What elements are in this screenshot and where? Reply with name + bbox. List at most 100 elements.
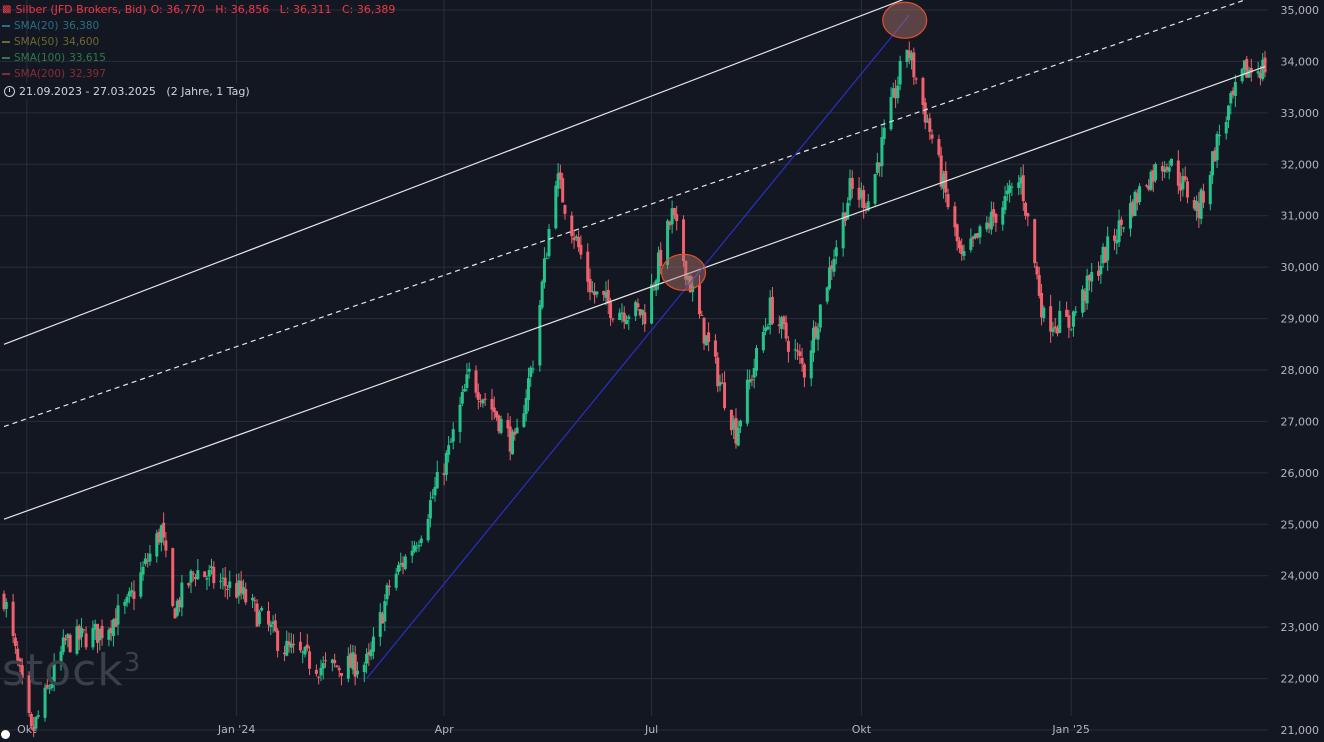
candle-body — [178, 599, 182, 608]
candle-body — [764, 327, 768, 332]
candle-body — [495, 411, 499, 418]
candle-body — [830, 265, 834, 269]
candle-body — [1083, 291, 1087, 302]
candle-body — [750, 379, 754, 381]
price-tick-label: 22,000 — [1281, 673, 1320, 686]
date-range[interactable]: 21.09.2023 - 27.03.2025 (2 Jahre, 1 Tag) — [2, 83, 254, 99]
candle-body — [333, 659, 337, 664]
candle-body — [383, 601, 387, 622]
candle-body — [1008, 185, 1012, 193]
candle-body — [1233, 81, 1237, 96]
candle-body — [1037, 274, 1041, 296]
candle-body — [385, 585, 389, 600]
candle-body — [29, 714, 33, 727]
candle-body — [335, 665, 339, 667]
candle-body — [276, 630, 280, 651]
candle-body — [1176, 160, 1180, 186]
candle-body — [1242, 60, 1246, 70]
candle-body — [228, 581, 232, 588]
candle-body — [417, 545, 421, 547]
candle-body — [561, 178, 565, 203]
candle-body — [538, 305, 542, 366]
candle-body — [627, 316, 631, 319]
candle-body — [1144, 185, 1148, 187]
candle-body — [643, 312, 647, 325]
candle-body — [739, 420, 743, 427]
candle-body — [784, 322, 788, 339]
candle-body — [107, 629, 111, 640]
candle-body — [447, 445, 451, 455]
candle-body — [882, 127, 886, 140]
candle-body — [579, 244, 583, 255]
candle-body — [1010, 186, 1014, 188]
channel-line — [3, 0, 904, 345]
candle-body — [547, 229, 551, 257]
candle-body — [734, 418, 738, 444]
candle-body — [314, 669, 318, 674]
brand-watermark: stock3 — [2, 645, 141, 696]
candle-body — [1231, 90, 1235, 95]
candle-body — [798, 351, 802, 356]
candle-body — [1165, 166, 1169, 170]
candle-body — [191, 573, 195, 575]
candle-body — [251, 597, 255, 601]
sma20-swatch — [2, 25, 10, 27]
price-tick-label: 31,000 — [1281, 210, 1320, 223]
candle-body — [1058, 310, 1062, 333]
price-tick-label: 35,000 — [1281, 4, 1320, 17]
candle-body — [32, 727, 36, 731]
candle-body — [526, 378, 530, 401]
candle-body — [207, 569, 211, 577]
date-tick-label: Jul — [644, 723, 658, 736]
candle-body — [957, 240, 961, 249]
candle-body — [1185, 181, 1189, 198]
candle-body — [1183, 176, 1187, 181]
candle-body — [682, 219, 686, 262]
candle-body — [604, 292, 608, 298]
candle-body — [588, 278, 592, 293]
candle-body — [866, 201, 870, 211]
candle-body — [563, 205, 567, 214]
candle-body — [1005, 190, 1009, 195]
candle-body — [556, 173, 560, 189]
candle-body — [381, 613, 385, 624]
date-tick-label: Jan '25 — [1051, 723, 1089, 736]
candle-body — [1074, 311, 1078, 313]
candle-body — [1263, 57, 1267, 73]
candle-body — [324, 660, 328, 662]
candle-body — [650, 284, 654, 324]
candle-body — [618, 312, 622, 320]
candle-body — [157, 531, 161, 543]
indicator-sma200[interactable]: SMA(200) 32,397 — [2, 66, 395, 82]
candle-body — [827, 267, 831, 289]
candle-body — [378, 612, 382, 637]
chart-type-icon[interactable]: ▩ — [2, 4, 12, 15]
candle-body — [399, 563, 403, 565]
candle-body — [1113, 235, 1117, 241]
candle-body — [531, 368, 535, 370]
candle-body — [1049, 306, 1053, 332]
price-tick-label: 26,000 — [1281, 467, 1320, 480]
candle-body — [1069, 328, 1073, 330]
candle-body — [479, 401, 483, 403]
candle-body — [1001, 207, 1005, 225]
candle-body — [1208, 175, 1212, 205]
candle-body — [1067, 315, 1071, 328]
candle-body — [905, 49, 909, 63]
corner-dot-icon[interactable] — [1, 730, 10, 739]
indicator-sma20[interactable]: SMA(20) 36,380 — [2, 18, 395, 34]
sma50-label: SMA(50) — [14, 36, 59, 48]
sma100-value: 33,615 — [69, 52, 106, 64]
candle-body — [825, 287, 829, 302]
indicator-sma100[interactable]: SMA(100) 33,615 — [2, 50, 395, 66]
candle-body — [235, 583, 239, 598]
candle-body — [1224, 121, 1228, 134]
candle-body — [595, 291, 599, 295]
candle-body — [346, 655, 350, 679]
candle-body — [848, 178, 852, 201]
watermark-sup: 3 — [123, 648, 142, 678]
sma50-value: 34,600 — [62, 36, 100, 48]
indicator-sma50[interactable]: SMA(50) 34,600 — [2, 34, 395, 50]
candle-body — [282, 652, 286, 655]
